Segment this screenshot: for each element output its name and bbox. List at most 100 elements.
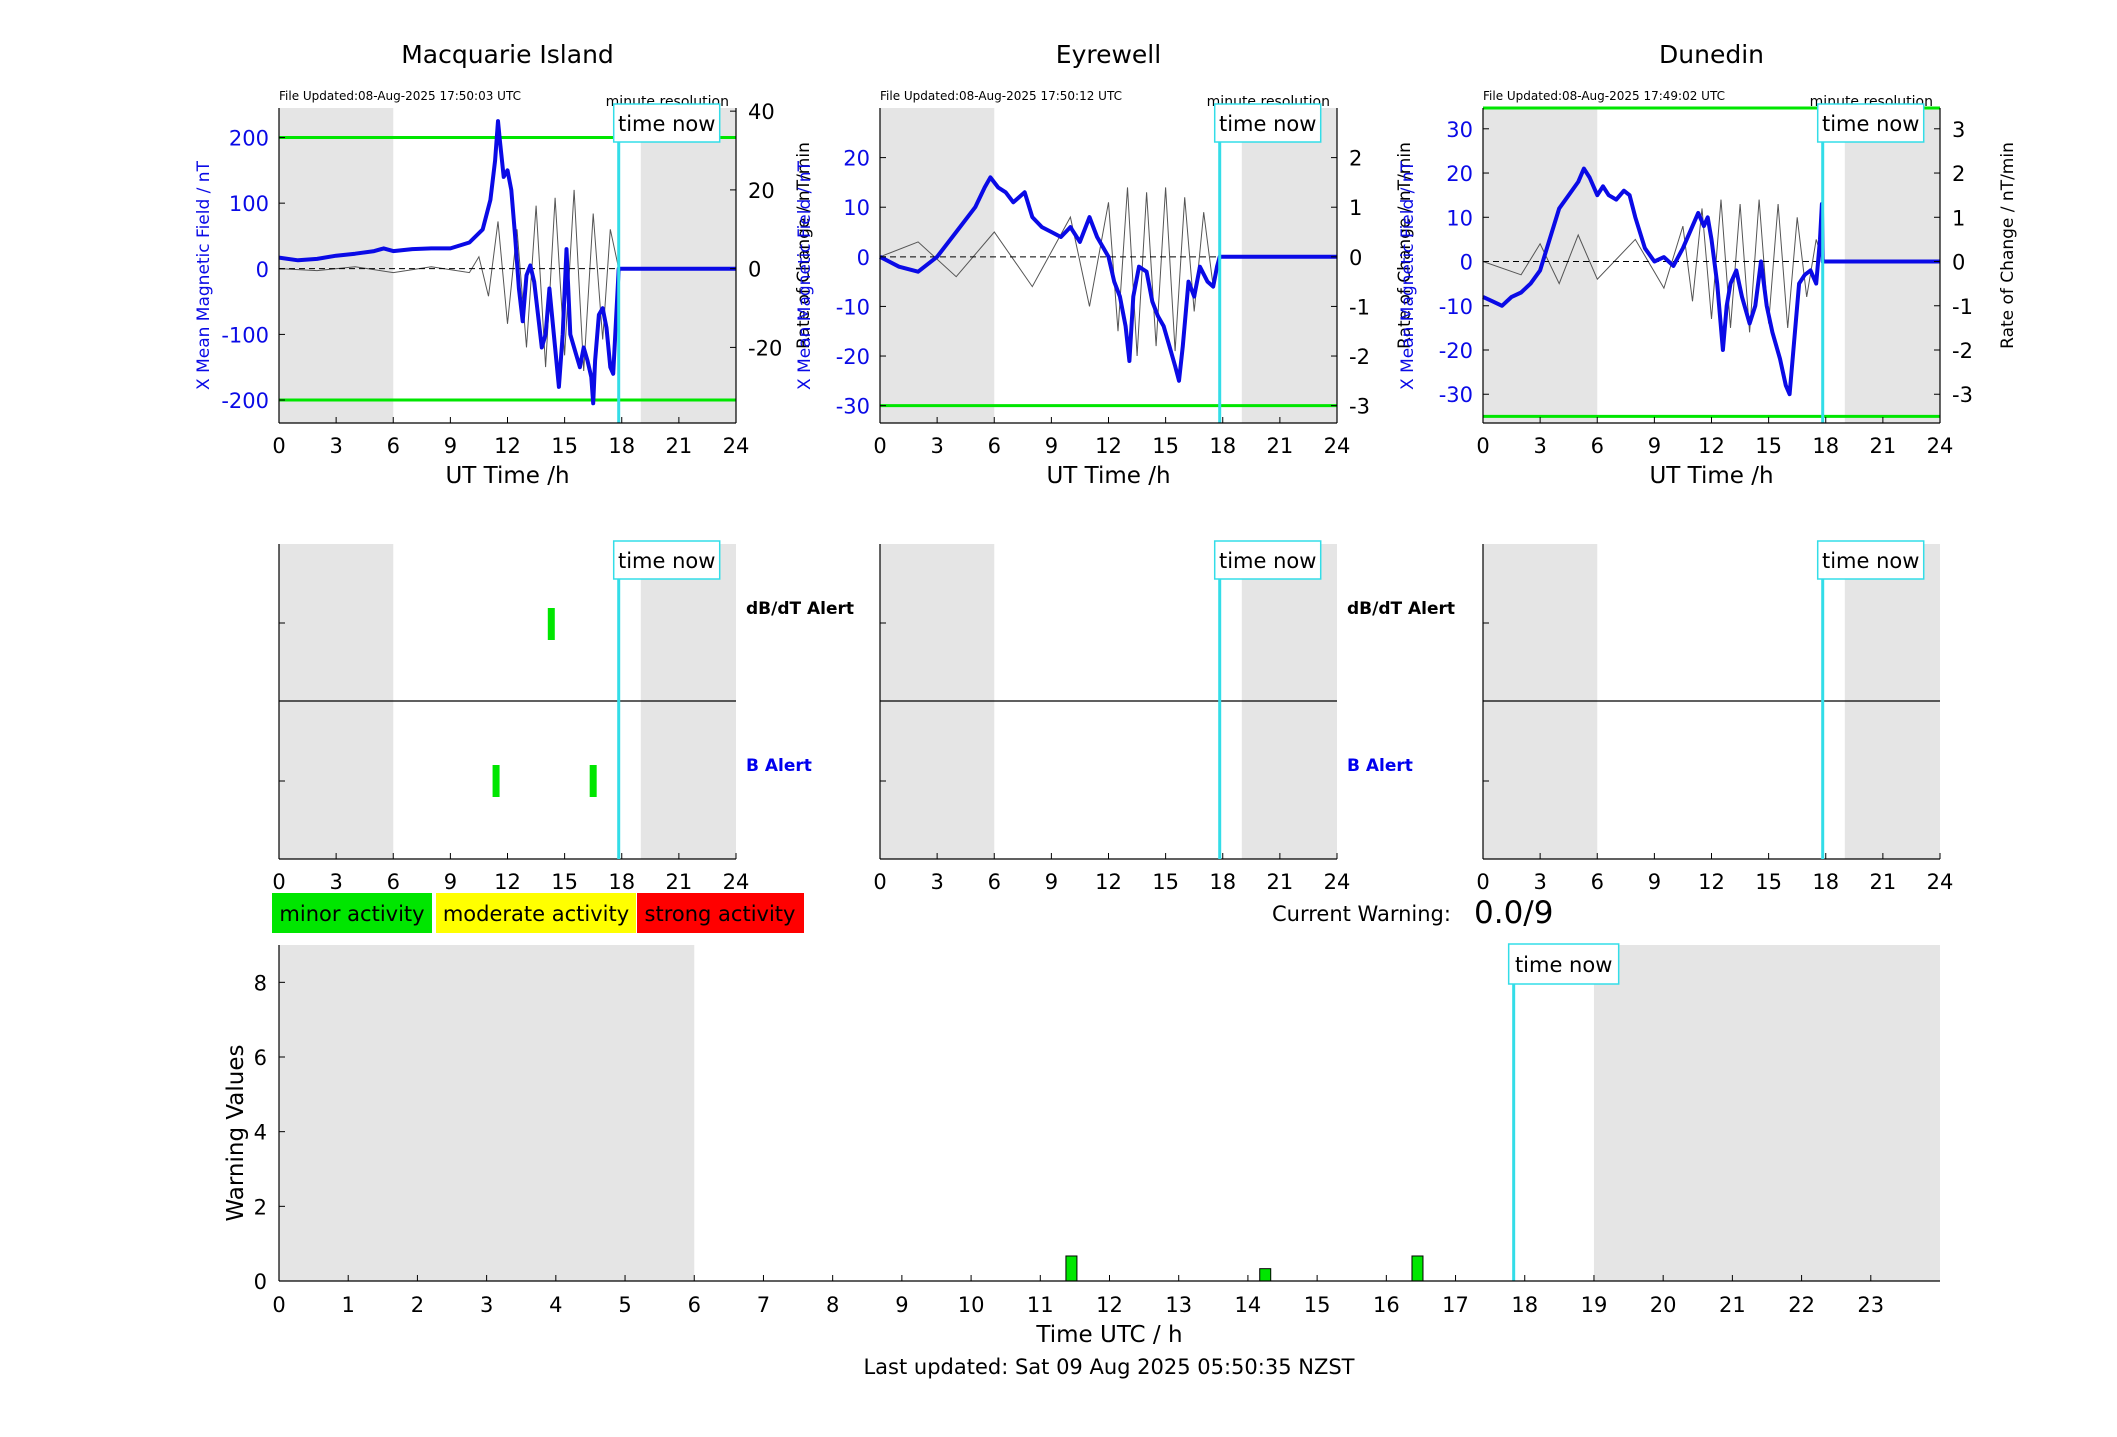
right-tick-label: 3 — [1952, 118, 1965, 142]
warning-bar — [1411, 1255, 1424, 1282]
y-axis-label-right: Rate of Change / nT/min — [794, 142, 814, 349]
x-axis-label: UT Time /h — [1649, 463, 1773, 489]
x-tick-label: 15 — [551, 434, 578, 458]
x-tick-label: 0 — [873, 870, 886, 894]
time-now-label: time now — [618, 112, 715, 136]
x-tick-label: 0 — [272, 870, 285, 894]
right-tick-label: 0 — [1952, 251, 1965, 275]
x-tick-label: 3 — [329, 870, 342, 894]
left-tick-label: 10 — [843, 196, 870, 220]
file-updated-text: File Updated:08-Aug-2025 17:50:12 UTC — [880, 89, 1122, 103]
x-tick-label: 12 — [494, 870, 521, 894]
legend-strong-swatch — [637, 893, 804, 933]
y-axis-label-right: Rate of Change / nT/min — [1998, 142, 2018, 349]
x-tick-label: 24 — [1927, 434, 1954, 458]
rate-of-change-line — [879, 187, 1337, 357]
alert-panel-1: time now dB/dT Alert B Alert 0 3 6 9 12 15 18 21 24 — [873, 540, 1455, 894]
y-tick-label: 8 — [254, 971, 267, 995]
right-tick-label: -2 — [1349, 345, 1370, 369]
left-tick-label: 0 — [256, 258, 269, 282]
x-tick-label: 6 — [1591, 870, 1604, 894]
station-title: Dunedin — [1659, 40, 1764, 69]
x-tick-label: 23 — [1857, 1293, 1884, 1317]
current-warning-label: Current Warning: — [1272, 902, 1451, 926]
x-tick-label: 8 — [826, 1293, 839, 1317]
y-tick-label: 0 — [254, 1270, 267, 1294]
x-tick-label: 9 — [1648, 870, 1661, 894]
x-tick-label: 3 — [930, 870, 943, 894]
y-tick-label: 2 — [254, 1195, 267, 1219]
x-tick-label: 0 — [272, 1293, 285, 1317]
x-tick-label: 14 — [1235, 1293, 1262, 1317]
x-tick-label: 6 — [988, 870, 1001, 894]
x-tick-label: 9 — [1045, 434, 1058, 458]
y-axis-label-left: X Mean Magnetic Field / nT — [795, 160, 815, 390]
right-tick-label: 20 — [748, 179, 775, 203]
y-axis-label-left: X Mean Magnetic Field / nT — [1398, 160, 1418, 390]
x-tick-label: 18 — [1209, 870, 1236, 894]
x-tick-label: 24 — [1324, 870, 1351, 894]
magnetic-field-line — [278, 119, 736, 406]
x-tick-label: 12 — [1698, 870, 1725, 894]
x-tick-label: 11 — [1027, 1293, 1054, 1317]
left-tick-label: -20 — [836, 345, 870, 369]
x-tick-label: 6 — [988, 434, 1001, 458]
x-axis-label: Time UTC / h — [1035, 1322, 1182, 1348]
station-title: Macquarie Island — [401, 40, 614, 69]
legend-moderate-label: moderate activity — [443, 902, 629, 926]
y-axis-label-left: X Mean Magnetic Field / nT — [194, 160, 214, 390]
left-tick-label: 20 — [1446, 162, 1473, 186]
dbdt-alert-bar — [547, 608, 555, 640]
time-now-label: time now — [618, 549, 715, 573]
x-tick-label: 0 — [1476, 434, 1489, 458]
x-tick-label: 10 — [958, 1293, 985, 1317]
left-tick-label: 100 — [229, 192, 269, 216]
warning-bar — [1065, 1255, 1078, 1282]
time-now-box — [1816, 540, 1925, 580]
legend-moderate-swatch — [436, 893, 636, 933]
x-tick-label: 0 — [272, 434, 285, 458]
right-tick-label: -1 — [1349, 295, 1370, 319]
current-warning-value: 0.0/9 — [1474, 895, 1553, 931]
x-tick-label: 3 — [329, 434, 342, 458]
rate-of-change-line — [1482, 199, 1940, 333]
x-tick-label: 24 — [723, 870, 750, 894]
x-tick-label: 15 — [1755, 870, 1782, 894]
time-now-box — [612, 540, 721, 580]
legend-minor-label: minor activity — [279, 902, 424, 926]
time-now-label: time now — [1515, 953, 1612, 977]
left-tick-label: -30 — [836, 395, 870, 419]
legend-minor-swatch — [272, 893, 432, 933]
right-tick-label: -3 — [1952, 383, 1973, 407]
right-tick-label: 1 — [1349, 196, 1362, 220]
x-axis-label: UT Time /h — [445, 463, 569, 489]
x-tick-label: 6 — [387, 870, 400, 894]
x-tick-label: 13 — [1165, 1293, 1192, 1317]
b-alert-bar — [492, 765, 500, 797]
x-tick-label: 3 — [1533, 434, 1546, 458]
last-updated-text: Last updated: Sat 09 Aug 2025 05:50:35 N… — [863, 1355, 1354, 1379]
x-tick-label: 3 — [480, 1293, 493, 1317]
x-tick-label: 17 — [1442, 1293, 1469, 1317]
x-tick-label: 21 — [1719, 1293, 1746, 1317]
left-tick-label: -10 — [836, 295, 870, 319]
x-tick-label: 6 — [387, 434, 400, 458]
x-tick-label: 12 — [1698, 434, 1725, 458]
x-tick-label: 21 — [1870, 870, 1897, 894]
left-tick-label: -30 — [1439, 383, 1473, 407]
right-tick-label: -2 — [1952, 339, 1973, 363]
x-tick-label: 1 — [342, 1293, 355, 1317]
x-tick-label: 18 — [608, 434, 635, 458]
x-axis-label: UT Time /h — [1046, 463, 1170, 489]
time-now-label: time now — [1219, 112, 1316, 136]
alert-panel-2: time now 0 3 6 9 12 15 18 21 24 — [1476, 540, 1953, 894]
x-tick-label: 15 — [1152, 434, 1179, 458]
magnetic-field-line — [879, 175, 1337, 383]
x-tick-label: 3 — [930, 434, 943, 458]
right-tick-label: 2 — [1952, 162, 1965, 186]
x-tick-label: 9 — [1045, 870, 1058, 894]
x-tick-label: 21 — [666, 434, 693, 458]
station-panel-0: Macquarie Island File Updated:08-Aug-2025… — [194, 40, 814, 489]
b-alert-label: B Alert — [746, 756, 812, 776]
